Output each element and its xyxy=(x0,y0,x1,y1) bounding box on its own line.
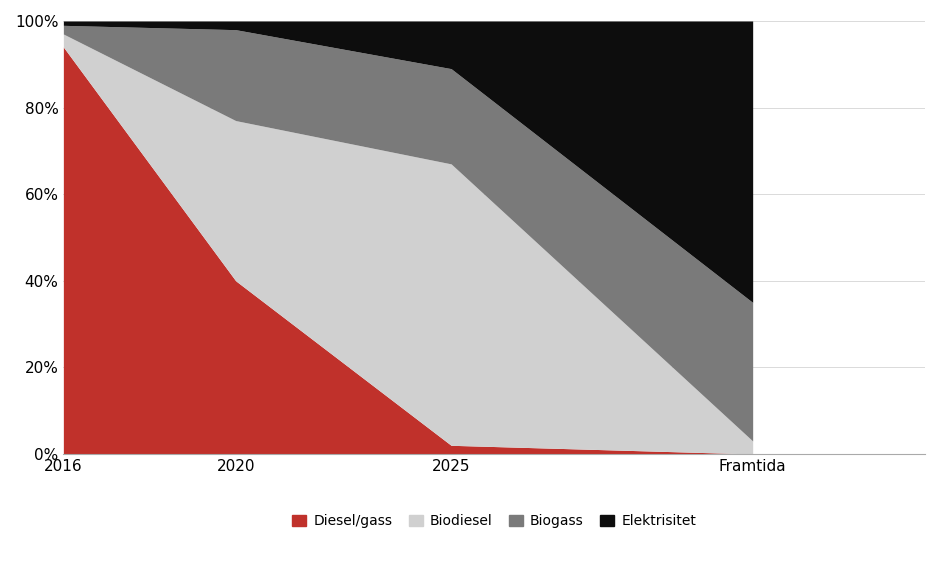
Legend: Diesel/gass, Biodiesel, Biogass, Elektrisitet: Diesel/gass, Biodiesel, Biogass, Elektri… xyxy=(287,508,701,534)
